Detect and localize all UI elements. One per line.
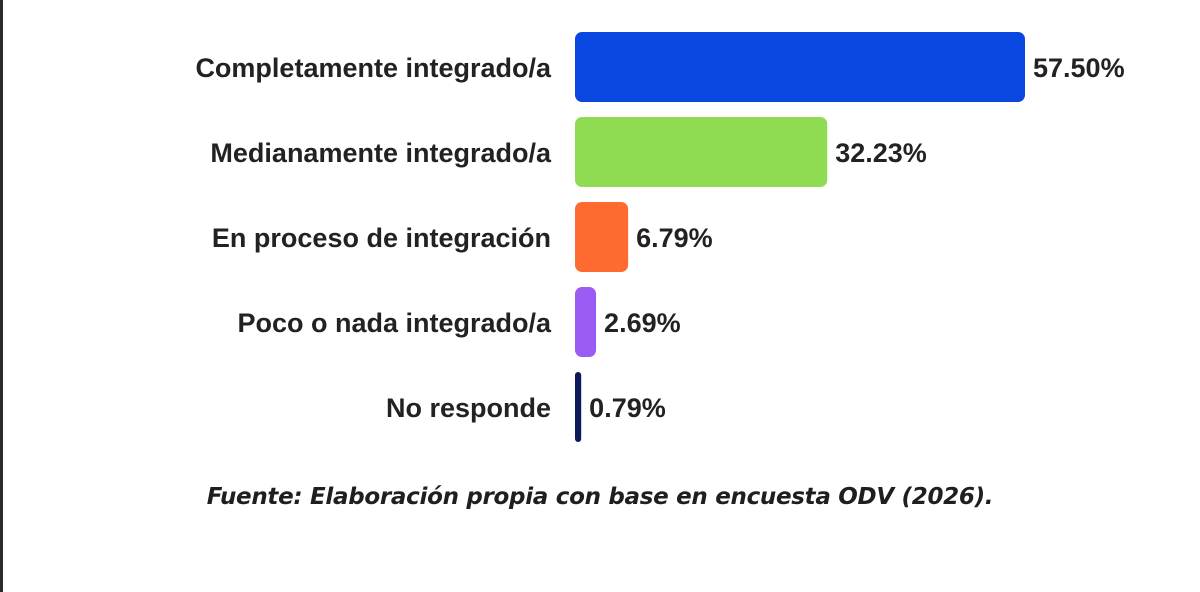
left-border xyxy=(0,0,3,592)
source-note: Fuente: Elaboración propia con base en e… xyxy=(206,484,994,510)
value-label-medianamente-integrado-a: 32.23% xyxy=(835,138,927,168)
category-label-en-proceso-de-integracion: En proceso de integración xyxy=(212,223,551,253)
bar-chart: Completamente integrado/a 57.50% Medianame… xyxy=(195,32,1125,442)
value-label-no-responde: 0.79% xyxy=(589,393,666,423)
bar-medianamente-integrado-a xyxy=(575,117,828,187)
bar-en-proceso-de-integracion xyxy=(575,202,629,272)
category-label-completamente-integrado-a: Completamente integrado/a xyxy=(195,53,552,83)
category-label-no-responde: No responde xyxy=(386,393,551,423)
bar-no-responde xyxy=(575,372,582,442)
value-label-poco-o-nada-integrado-a: 2.69% xyxy=(604,308,681,338)
category-label-poco-o-nada-integrado-a: Poco o nada integrado/a xyxy=(237,308,552,338)
value-label-completamente-integrado-a: 57.50% xyxy=(1033,53,1125,83)
bar-poco-o-nada-integrado-a xyxy=(575,287,597,357)
value-label-en-proceso-de-integracion: 6.79% xyxy=(636,223,713,253)
bar-completamente-integrado-a xyxy=(575,32,1025,102)
category-label-medianamente-integrado-a: Medianamente integrado/a xyxy=(210,138,552,168)
